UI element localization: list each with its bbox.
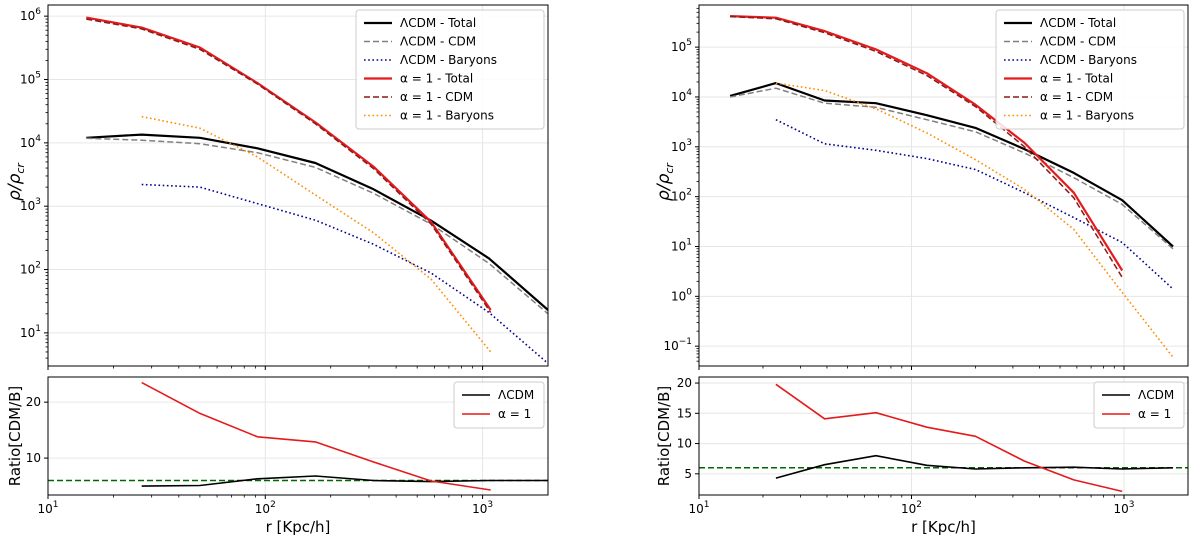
series-line-alpha_total: [86, 16, 492, 311]
legend-box: [1093, 381, 1185, 429]
y-tick-label: 102: [671, 188, 692, 204]
panel-right-bottom: 101 102 103 5 10 15 20 Ratio[CDM/B] r [Kpc/h] ΛCD…: [655, 376, 1189, 536]
legend-entry: α = 1: [498, 407, 531, 421]
y-tick-label: 104: [671, 88, 692, 104]
legend-entry: ΛCDM - Baryons: [400, 53, 497, 67]
y-tick-label: 10: [677, 437, 692, 451]
y-tick-label: 105: [20, 70, 41, 86]
legend-entry: ΛCDM - CDM: [1040, 35, 1116, 49]
axes-frame: [698, 4, 1189, 367]
series-line-alpha_total: [730, 15, 1124, 272]
y-tick-label: 10−1: [663, 337, 692, 353]
x-axis-label: r [Kpc/h]: [266, 518, 331, 536]
axes-frame: [698, 376, 1189, 496]
series-line-lcdm_cdm: [729, 87, 1174, 250]
x-tick-label: 103: [1114, 500, 1135, 516]
y-tick-label: 20: [26, 395, 41, 409]
x-tick-label: 101: [37, 500, 58, 516]
y-tick-label: 15: [677, 406, 692, 420]
legend-entry: ΛCDM: [1138, 388, 1174, 402]
series-line-lcdm_baryons: [775, 118, 1174, 290]
legend-box: [453, 381, 545, 429]
legend-box: [355, 9, 545, 130]
axes-frame: [47, 4, 549, 367]
y-tick-label: 104: [20, 134, 41, 150]
series-line-alpha_baryons: [141, 115, 492, 353]
series-line-lcdm_cdm: [86, 137, 548, 315]
legend: ΛCDM - Total ΛCDM - CDM ΛCDM - Baryons α = …: [355, 9, 545, 130]
y-tick-label: 10: [26, 451, 41, 465]
x-axis-label: r [Kpc/h]: [911, 518, 976, 536]
legend-entry: ΛCDM: [498, 388, 534, 402]
series-line-alpha_baryons: [775, 82, 1174, 358]
legend-box: [995, 9, 1185, 130]
series-line-lcdm_total: [775, 454, 1174, 479]
axes-frame: [47, 376, 549, 496]
series-line-alpha_total: [775, 383, 1123, 493]
legend-entry: α = 1 - Baryons: [400, 109, 494, 123]
y-tick-label: 101: [20, 324, 41, 340]
series-line-alpha_cdm: [86, 18, 492, 313]
y-tick-label: 105: [671, 38, 692, 54]
legend: ΛCDM - Total ΛCDM - CDM ΛCDM - Baryons α = …: [995, 9, 1185, 130]
legend-entry: ΛCDM - Total: [400, 16, 476, 30]
legend: ΛCDM α = 1: [1093, 381, 1185, 429]
y-tick-label: 100: [671, 287, 692, 303]
y-axis-label: Ratio[CDM/B]: [6, 386, 24, 487]
y-tick-label: 5: [684, 467, 692, 481]
series-line-lcdm_total: [729, 81, 1174, 248]
y-tick-label: 103: [671, 138, 692, 154]
legend-entry: ΛCDM - Total: [1040, 16, 1116, 30]
y-tick-label: 103: [20, 197, 41, 213]
series-line-alpha_cdm: [730, 15, 1123, 278]
legend-entry: α = 1: [1138, 407, 1171, 421]
x-tick-label: 103: [472, 500, 493, 516]
x-tick-label: 102: [255, 500, 276, 516]
series-line-alpha_total: [141, 381, 491, 491]
series-line-lcdm_baryons: [141, 183, 548, 365]
y-tick-label: 20: [677, 376, 692, 390]
legend-entry: α = 1 - Total: [1040, 72, 1113, 86]
legend-entry: α = 1 - Total: [400, 72, 473, 86]
y-tick-label: 101: [671, 237, 692, 253]
series-line-lcdm_total: [141, 475, 548, 487]
legend-entry: ΛCDM - Baryons: [1040, 53, 1137, 67]
legend-entry: α = 1 - Baryons: [1040, 109, 1134, 123]
legend: ΛCDM α = 1: [453, 381, 545, 429]
legend-entry: α = 1 - CDM: [400, 90, 473, 104]
y-axis-label: Ratio[CDM/B]: [655, 386, 673, 487]
y-tick-label: 102: [20, 261, 41, 277]
y-tick-label: 106: [20, 7, 41, 23]
legend-entry: ΛCDM - CDM: [400, 35, 476, 49]
series-line-lcdm_total: [86, 133, 548, 311]
legend-entry: α = 1 - CDM: [1040, 90, 1113, 104]
y-axis-label: ρ/ρcr: [654, 162, 676, 201]
y-axis-label: ρ/ρcr: [5, 162, 27, 201]
x-tick-label: 102: [901, 500, 922, 516]
x-tick-label: 101: [688, 500, 709, 516]
